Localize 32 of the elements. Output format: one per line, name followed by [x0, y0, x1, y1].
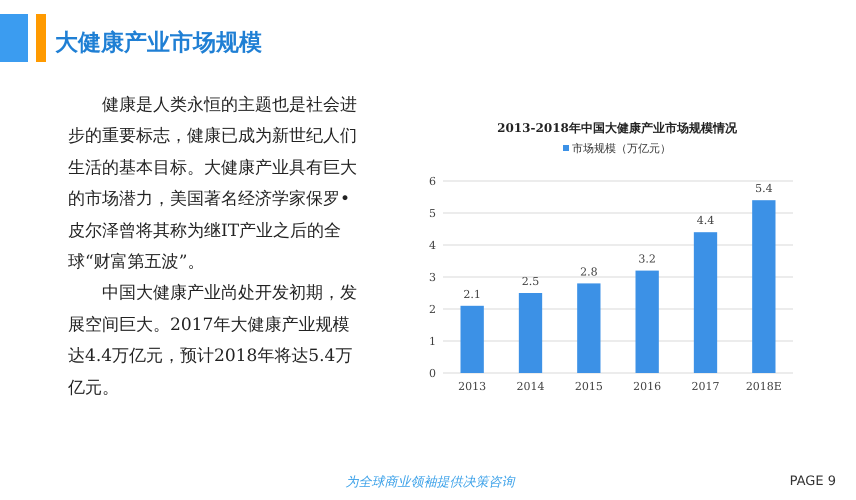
- bar: [518, 293, 542, 373]
- bar: [752, 200, 776, 373]
- data-label: 3.2: [638, 252, 656, 266]
- data-label: 2.1: [463, 288, 481, 301]
- text: 中国大健康产业尚处开发初期，发展空间巨大。2017年大健康产业规模达4.4万亿元，预计2018年将达5.4万亿元。: [68, 282, 358, 400]
- legend-label: 市场规模（万亿元）: [572, 142, 671, 155]
- chart-subtitle: 2013-2018年中国大健康产业市场规模情况: [497, 121, 738, 135]
- y-tick-label: 2: [429, 303, 436, 316]
- bar: [694, 232, 718, 373]
- x-tick-label: 2018E: [746, 380, 782, 393]
- x-tick-label: 2017: [692, 380, 720, 393]
- x-tick-label: 2014: [516, 380, 544, 393]
- y-tick-label: 1: [429, 335, 436, 348]
- x-tick-label: 2016: [633, 380, 662, 393]
- y-tick-label: 6: [429, 175, 436, 188]
- data-label: 2.5: [522, 275, 540, 288]
- x-tick-label: 2015: [574, 380, 603, 393]
- text: 健康是人类永恒的主题也是社会进步的重要标志，健康已成为新世纪人们生活的基本目标。大健康产业具有巨大的市场潜力，美国著名经济学家保罗•皮尔泽曾将其称为继IT产业之后的全球“财富第五波”。: [68, 94, 358, 274]
- y-tick-label: 3: [429, 271, 436, 284]
- text: PAGE 9: [790, 474, 836, 489]
- bar: [460, 306, 484, 373]
- y-tick-label: 0: [429, 367, 436, 380]
- text: 大健康产业市场规模: [55, 29, 262, 56]
- bar: [577, 283, 600, 373]
- data-label: 4.4: [696, 214, 714, 228]
- bar: [636, 270, 659, 373]
- y-tick-label: 4: [429, 239, 436, 252]
- data-label: 5.4: [755, 182, 773, 196]
- text: 为全球商业领袖提供决策咨询: [346, 475, 516, 490]
- x-tick-label: 2013: [458, 380, 486, 393]
- data-label: 2.8: [580, 265, 598, 278]
- y-tick-label: 5: [429, 207, 436, 220]
